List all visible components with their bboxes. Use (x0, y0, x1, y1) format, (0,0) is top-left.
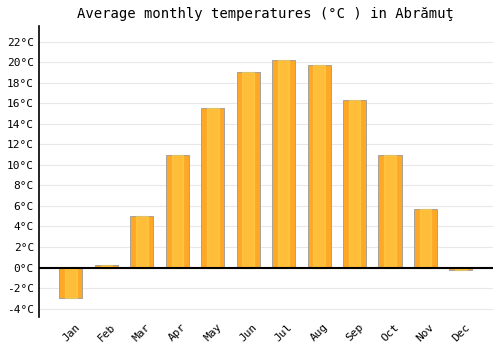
Bar (414, 209, 437, 267)
Bar (130, 216, 154, 267)
Bar (95, 265, 118, 267)
Bar (420, 209, 431, 267)
Bar (201, 108, 224, 267)
Bar (378, 155, 402, 267)
Bar (242, 72, 254, 267)
Bar (314, 65, 325, 267)
Bar (166, 155, 189, 267)
Bar (136, 216, 147, 267)
Bar (65, 267, 76, 298)
Bar (384, 155, 396, 267)
Bar (236, 72, 260, 267)
Bar (349, 100, 360, 267)
Bar (455, 267, 466, 270)
Bar (278, 60, 289, 267)
Bar (100, 265, 112, 267)
Bar (272, 60, 295, 267)
Bar (343, 100, 366, 267)
Bar (172, 155, 183, 267)
Bar (308, 65, 330, 267)
Bar (450, 267, 472, 270)
Bar (60, 267, 82, 298)
Bar (207, 108, 218, 267)
Title: Average monthly temperatures (°C ) in Abrămuţ: Average monthly temperatures (°C ) in Ab… (78, 7, 454, 21)
